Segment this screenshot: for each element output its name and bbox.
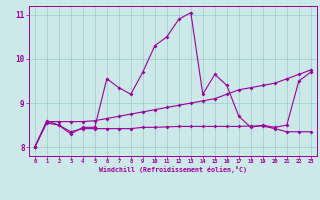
X-axis label: Windchill (Refroidissement éolien,°C): Windchill (Refroidissement éolien,°C) [99, 166, 247, 173]
